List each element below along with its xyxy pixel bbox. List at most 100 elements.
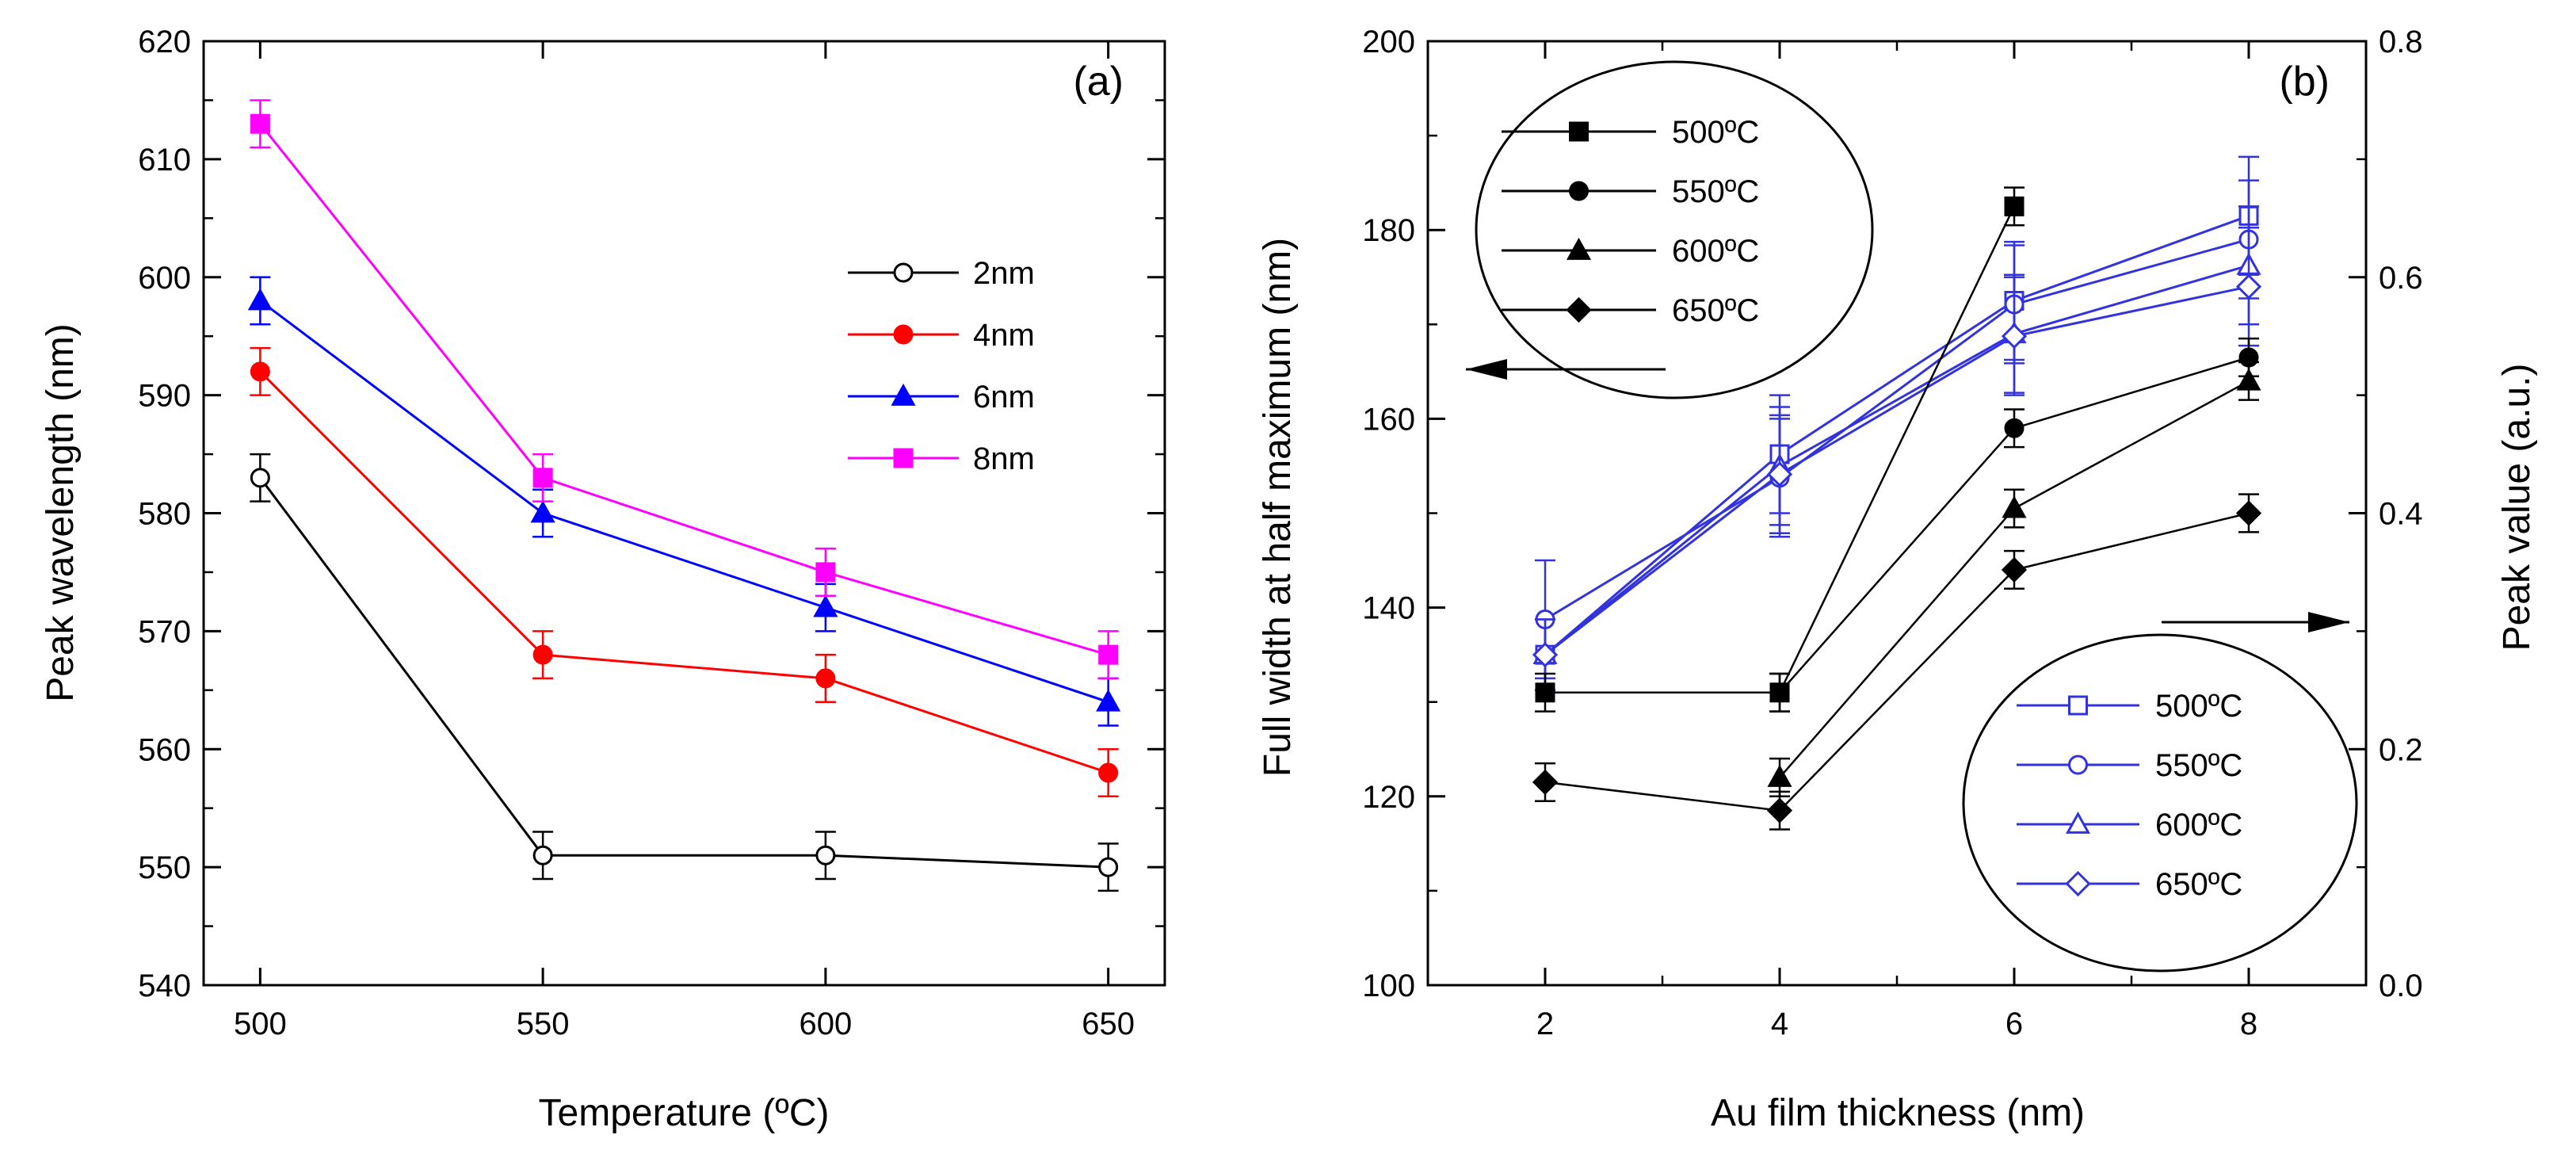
legend-label-6nm: 6nm [973,380,1035,415]
fwhm-series-650ºC-line [1544,512,2250,812]
fwhm-series-650ºC-point-6 [2001,556,2028,583]
peak-legend-label-650: 650ºC [2155,867,2242,902]
fwhm-series-500ºC-point-6 [2004,196,2025,216]
panel-a-series [247,99,1121,892]
fwhm-legend-500ºC-marker [1569,121,1589,142]
panel-a-y-axis-title: Peak wavelength (nm) [40,323,82,702]
b-y-tick-label-140: 140 [1362,591,1415,626]
b-y-tick-label-120: 120 [1362,780,1415,815]
series-4nm-point-650 [1098,762,1119,783]
fwhm-legend-label-650: 650ºC [1672,293,1759,328]
panel-a-plot-frame [202,40,1166,987]
peak-series-600ºC-line [1544,264,2250,656]
b-x-tick-label-2: 2 [1536,1007,1554,1041]
fwhm-legend-label-500: 500ºC [1672,115,1759,150]
peak-series-650ºC-point-4 [1766,461,1793,487]
legend-4nm-marker [893,324,914,345]
y-tick-label-590: 590 [138,379,191,414]
series-4nm-point-600 [815,668,836,689]
fwhm-legend-550ºC-marker [1569,181,1589,201]
fwhm-series-600ºC-point-8 [2236,368,2261,391]
panel-b-peak-legend: 500ºC 550ºC 600ºC 650ºC [1962,633,2358,972]
legend-8nm-marker [893,448,914,468]
panel-b-y2-axis-title: Peak value (a.u.) [2496,364,2538,651]
fwhm-series-600ºC-point-4 [1767,764,1792,787]
panel-b-fwhm-legend: 500ºC 550ºC 600ºC 650ºC [1475,60,1874,399]
y-tick-label-550: 550 [138,850,191,885]
panel-b-plot-frame [1426,40,2368,987]
peak-legend-650ºC-marker [2065,870,2091,897]
peak-legend-label-550: 550ºC [2155,748,2242,783]
panel-a-ticks: 500 550 600 650 540 550 560 570 580 590 600 610 620 [138,25,1165,1041]
fwhm-legend-600ºC-marker [1566,237,1592,260]
panel-a-x-axis-title: Temperature (ºC) [539,1092,830,1134]
right-axis-arrow [2162,612,2349,632]
legend-6nm-marker [891,383,916,406]
legend-2nm-marker [893,262,914,283]
legend-label-4nm: 4nm [973,318,1035,353]
panel-b-y-axis-title: Full width at half maximum (nm) [1257,238,1299,777]
series-6nm-point-650 [1096,689,1121,712]
series-8nm-point-500 [250,113,270,134]
peak-series-550ºC-line [1544,238,2250,621]
b-x-tick-label-6: 6 [2005,1007,2023,1041]
fwhm-series-600ºC-point-6 [2002,495,2027,518]
b-x-tick-label-4: 4 [1771,1007,1788,1041]
peak-legend-600ºC-marker [2065,811,2091,834]
y-tick-label-580: 580 [138,497,191,532]
panel-b-ticks: 2 4 6 8 100 120 140 160 180 200 0.0 0.2 0.4 0.6 0.8 [1362,25,2422,1041]
series-6nm-point-600 [813,594,838,617]
panel-b-chart: 2 4 6 8 100 120 140 160 180 200 0.0 0.2 0.4 0.6 0.8 (b… [1257,25,2538,1134]
panel-b-series [1532,155,2262,831]
series-4nm-point-550 [532,644,553,665]
series-2nm-point-650 [1098,857,1119,877]
peak-series-650ºC-point-6 [2001,323,2028,350]
panel-b-x-axis-title: Au film thickness (nm) [1711,1092,2085,1134]
b-y2-tick-label-0.6: 0.6 [2379,261,2423,296]
y-tick-label-570: 570 [138,614,191,649]
series-6nm-line [259,300,1109,704]
x-tick-label-650: 650 [1082,1007,1135,1041]
peak-series-650ºC-point-2 [1532,642,1559,668]
panel-a-legend-marks [848,262,959,468]
panel-a-chart: 500 550 600 650540550560570580590600610620 … [40,25,1166,1134]
peak-legend-label-500: 500ºC [2155,689,2242,724]
series-8nm-line [259,123,1109,656]
series-6nm-point-550 [530,500,555,523]
panel-b-label: (b) [2279,59,2330,105]
y-tick-label-540: 540 [138,969,191,1003]
series-8nm-point-550 [532,468,553,488]
fwhm-series-550ºC-point-6 [2004,418,2025,438]
y-tick-label-620: 620 [138,25,191,59]
legend-label-2nm: 2nm [973,256,1035,291]
series-2nm-point-600 [815,845,836,865]
b-y-tick-label-180: 180 [1362,213,1415,248]
b-x-tick-label-8: 8 [2240,1007,2257,1041]
series-2nm-point-550 [532,845,553,865]
fwhm-legend-ellipse [1475,60,1874,399]
x-tick-label-600: 600 [800,1007,853,1041]
b-y-tick-label-200: 200 [1362,25,1415,59]
fwhm-series-650ºC-point-8 [2235,500,2262,526]
series-8nm-point-650 [1098,644,1119,665]
x-tick-label-500: 500 [234,1007,287,1041]
peak-legend-label-600: 600ºC [2155,808,2242,842]
x-tick-label-550: 550 [517,1007,570,1041]
peak-legend-500ºC-marker [2068,695,2088,716]
fwhm-series-650ºC-point-4 [1766,797,1793,823]
series-2nm-line [259,476,1109,869]
y-tick-label-600: 600 [138,261,191,296]
b-y2-tick-label-0.4: 0.4 [2379,497,2423,532]
peak-series-500ºC-line [1544,214,2250,656]
peak-legend-550ºC-marker [2068,755,2088,775]
y-tick-label-610: 610 [138,143,191,178]
fwhm-legend-650ºC-marker [1566,296,1592,323]
series-2nm-point-500 [250,468,270,488]
panel-a-label: (a) [1073,59,1124,105]
b-y-tick-label-100: 100 [1362,969,1415,1003]
left-axis-arrow [1466,359,1666,380]
b-y2-tick-label-0.2: 0.2 [2379,732,2423,767]
fwhm-series-550ºC-point-4 [1769,682,1790,703]
fwhm-legend-marks [1502,121,1656,323]
peak-series-650ºC-point-8 [2235,273,2262,300]
